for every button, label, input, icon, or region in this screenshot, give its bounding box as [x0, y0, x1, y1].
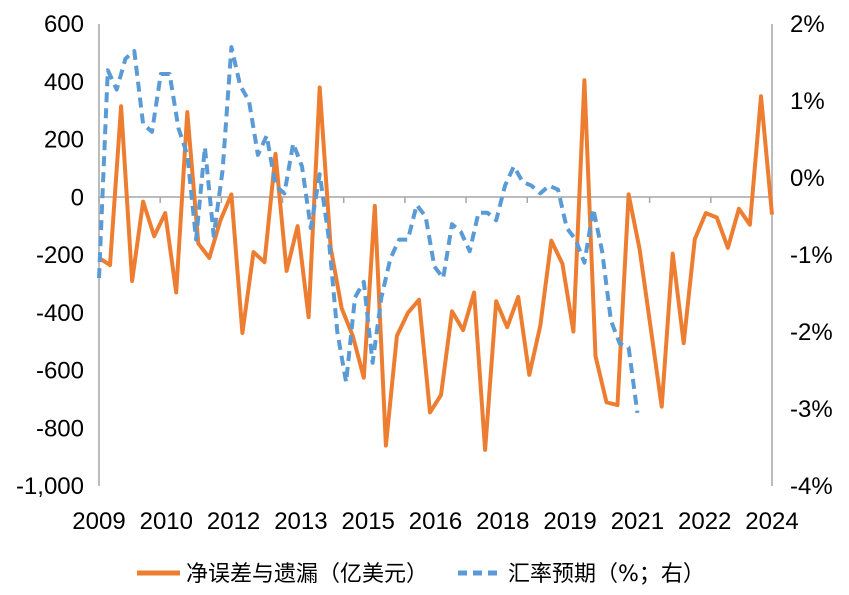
left-y-tick-label: -400 [36, 300, 84, 327]
x-axis-tick-labels: 2009 2010 2012 2013 2015 2016 2018 2019 2021 2022… [72, 508, 798, 535]
x-tick-label: 2024 [745, 508, 798, 535]
left-y-tick-label: -200 [36, 242, 84, 269]
series-line-net-errors [97, 78, 774, 452]
left-y-tick-label: 400 [44, 69, 84, 96]
x-tick-label: 2022 [678, 508, 731, 535]
legend-label-fx-expectation: 汇率预期（%；右） [508, 562, 705, 587]
x-tick-label: 2010 [140, 508, 193, 535]
left-y-tick-label: -800 [36, 415, 84, 442]
x-tick-label: 2013 [274, 508, 327, 535]
x-tick-label: 2019 [543, 508, 596, 535]
left-y-axis-tick-labels: 600 400 200 0 -200 -400 -600 -800 -1,000 [16, 11, 84, 500]
x-tick-label: 2021 [611, 508, 664, 535]
right-y-tick-label: -4% [790, 473, 833, 500]
x-tick-label: 2012 [207, 508, 260, 535]
x-tick-label: 2016 [409, 508, 462, 535]
right-y-tick-label: 0% [790, 165, 825, 192]
left-y-tick-label: 0 [71, 184, 84, 211]
right-y-tick-label: 2% [790, 11, 825, 38]
x-tick-label: 2009 [72, 508, 125, 535]
x-tick-label: 2018 [476, 508, 529, 535]
series-layer [97, 45, 774, 452]
right-y-tick-label: -1% [790, 242, 833, 269]
plot-area: 600 400 200 0 -200 -400 -600 -800 -1,000 2% 1% 0% -… [16, 11, 833, 535]
right-y-tick-label: -2% [790, 319, 833, 346]
right-y-tick-label: 1% [790, 88, 825, 115]
left-y-tick-label: -1,000 [16, 473, 84, 500]
left-y-tick-label: 200 [44, 127, 84, 154]
x-tick-label: 2015 [342, 508, 395, 535]
left-y-tick-label: 600 [44, 11, 84, 38]
right-y-tick-label: -3% [790, 396, 833, 423]
legend-label-net-errors: 净误差与遗漏（亿美元） [186, 562, 428, 587]
legend: 净误差与遗漏（亿美元） 汇率预期（%；右） [137, 562, 705, 587]
left-y-tick-label: -600 [36, 358, 84, 385]
right-y-axis-tick-labels: 2% 1% 0% -1% -2% -3% -4% [790, 11, 833, 500]
